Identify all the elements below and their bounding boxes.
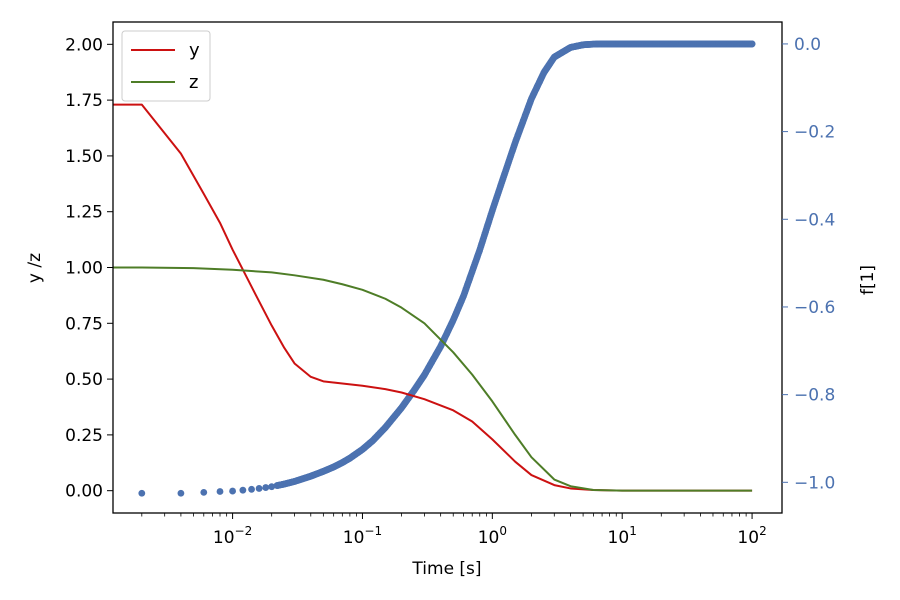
y-left-tick-label: 1.00 [65, 259, 103, 279]
f1-point [262, 484, 270, 491]
legend: y z [121, 30, 211, 102]
f1-point [138, 489, 146, 497]
f1-point [255, 485, 263, 492]
legend-box [121, 30, 211, 102]
f1-point [177, 489, 185, 497]
legend-label-z: z [189, 72, 198, 93]
f1-point [239, 486, 247, 494]
x-tick-label: 102 [737, 524, 766, 548]
x-tick-label: 100 [478, 524, 507, 548]
y-left-tick-label: 0.75 [65, 314, 103, 334]
y-right-tick-label: −1.0 [794, 473, 835, 493]
y-left-tick-label: 1.50 [65, 147, 103, 167]
y-left-tick-label: 0.00 [65, 482, 103, 502]
series-line-y [113, 103, 753, 492]
y-left-tick-label: 0.25 [65, 426, 103, 446]
f1-point [216, 488, 224, 495]
y-left-tick-label: 1.25 [65, 203, 103, 223]
x-axis-label: Time [s] [411, 559, 481, 579]
f1-point [248, 485, 255, 493]
axes: 0.00 0.25 0.50 0.75 1.00 1.25 1.50 1.75 2.00 0.0 −… [65, 35, 835, 548]
y-right-tick-label: −0.2 [794, 123, 835, 143]
f1-point [200, 489, 208, 496]
x-tick-label: 10−1 [343, 524, 382, 548]
y-right-tick-label: −0.6 [794, 298, 835, 318]
y-axis-right-label: f[1] [858, 265, 878, 295]
f1-point [748, 40, 756, 48]
plot-area [113, 40, 756, 497]
y-left-tick-label: 1.75 [65, 91, 103, 111]
y-right-tick-label: −0.4 [794, 210, 835, 230]
x-tick-label: 10−2 [213, 524, 252, 548]
x-tick-label: 101 [608, 524, 637, 548]
f1-point [229, 487, 236, 495]
y-left-tick-label: 0.50 [65, 370, 103, 390]
f1-point [268, 483, 276, 491]
series-line-z [113, 266, 753, 492]
y-right-tick-label: −0.8 [794, 386, 835, 406]
y-axis-left-label: y /z [25, 253, 45, 283]
y-left-tick-label: 2.00 [65, 35, 103, 55]
legend-label-y: y [189, 40, 200, 61]
y-right-tick-label: 0.0 [794, 35, 821, 55]
